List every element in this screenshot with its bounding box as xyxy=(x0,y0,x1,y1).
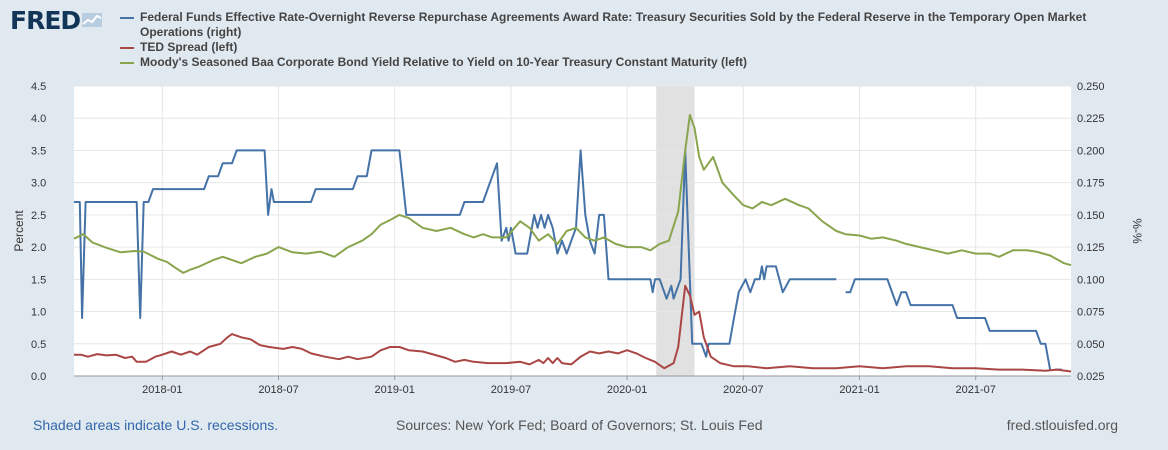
legend-swatch-green xyxy=(120,62,134,64)
recession-note[interactable]: Shaded areas indicate U.S. recessions. xyxy=(33,417,279,433)
y-left-tick-label: 4.5 xyxy=(31,81,46,93)
legend-label-ted: TED Spread (left) xyxy=(140,40,238,54)
y-left-tick-label: 4.0 xyxy=(31,113,46,125)
plot-area xyxy=(74,86,1071,376)
series-line-ff-rate[interactable] xyxy=(845,278,1052,370)
y-left-tick-label: 2.0 xyxy=(31,242,46,254)
x-tick-label: 2019-07 xyxy=(491,384,531,396)
y-left-tick-label: 1.5 xyxy=(31,274,46,286)
y-left-tick-label: 0.5 xyxy=(31,339,46,351)
legend-label-ff-rate: Federal Funds Effective Rate-Overnight R… xyxy=(140,10,1087,39)
x-tick-label: 2019-01 xyxy=(375,384,415,396)
y-right-tick-label: 0.050 xyxy=(1077,339,1105,351)
y-left-tick-label: 1.0 xyxy=(31,307,46,319)
y-right-tick-label: 0.075 xyxy=(1077,307,1105,319)
x-tick-label: 2021-07 xyxy=(956,384,996,396)
legend: Federal Funds Effective Rate-Overnight R… xyxy=(120,10,1150,70)
y-right-axis-title: %-% xyxy=(1130,218,1144,244)
site-link[interactable]: fred.stlouisfed.org xyxy=(1006,417,1118,433)
y-right-tick-label: 0.225 xyxy=(1077,113,1105,125)
fred-logo[interactable]: FRED xyxy=(10,5,104,35)
legend-item-ted: TED Spread (left) xyxy=(120,40,1150,55)
series-line-baa-spread[interactable] xyxy=(73,114,1072,274)
y-right-tick-label: 0.250 xyxy=(1077,81,1105,93)
y-left-tick-label: 0.0 xyxy=(31,371,46,383)
y-right-tick-label: 0.025 xyxy=(1077,371,1105,383)
sources-text: Sources: New York Fed; Board of Governor… xyxy=(396,417,763,433)
y-right-tick-label: 0.125 xyxy=(1077,242,1105,254)
y-left-tick-label: 2.5 xyxy=(31,210,46,222)
y-right-tick-label: 0.175 xyxy=(1077,178,1105,190)
y-right-tick-label: 0.100 xyxy=(1077,274,1105,286)
legend-swatch-blue xyxy=(120,17,134,19)
y-right-tick-label: 0.200 xyxy=(1077,145,1105,157)
line-chart-icon xyxy=(82,13,103,27)
legend-label-baa: Moody's Seasoned Baa Corporate Bond Yiel… xyxy=(140,55,747,69)
x-tick-label: 2018-01 xyxy=(142,384,182,396)
y-right-tick-label: 0.150 xyxy=(1077,210,1105,222)
x-tick-label: 2018-07 xyxy=(258,384,298,396)
x-tick-label: 2020-07 xyxy=(723,384,763,396)
y-left-axis-title: Percent xyxy=(12,210,26,252)
legend-swatch-red xyxy=(120,47,134,49)
x-tick-label: 2021-01 xyxy=(839,384,879,396)
x-tick-label: 2020-01 xyxy=(607,384,647,396)
series-line-ff-rate[interactable] xyxy=(74,149,837,358)
y-left-tick-label: 3.0 xyxy=(31,178,46,190)
series-line-ted-spread[interactable] xyxy=(74,284,1072,373)
y-left-tick-label: 3.5 xyxy=(31,145,46,157)
legend-item-ff-rate: Federal Funds Effective Rate-Overnight R… xyxy=(120,10,1150,40)
legend-item-baa: Moody's Seasoned Baa Corporate Bond Yiel… xyxy=(120,55,1150,70)
logo-text: FRED xyxy=(10,5,81,35)
